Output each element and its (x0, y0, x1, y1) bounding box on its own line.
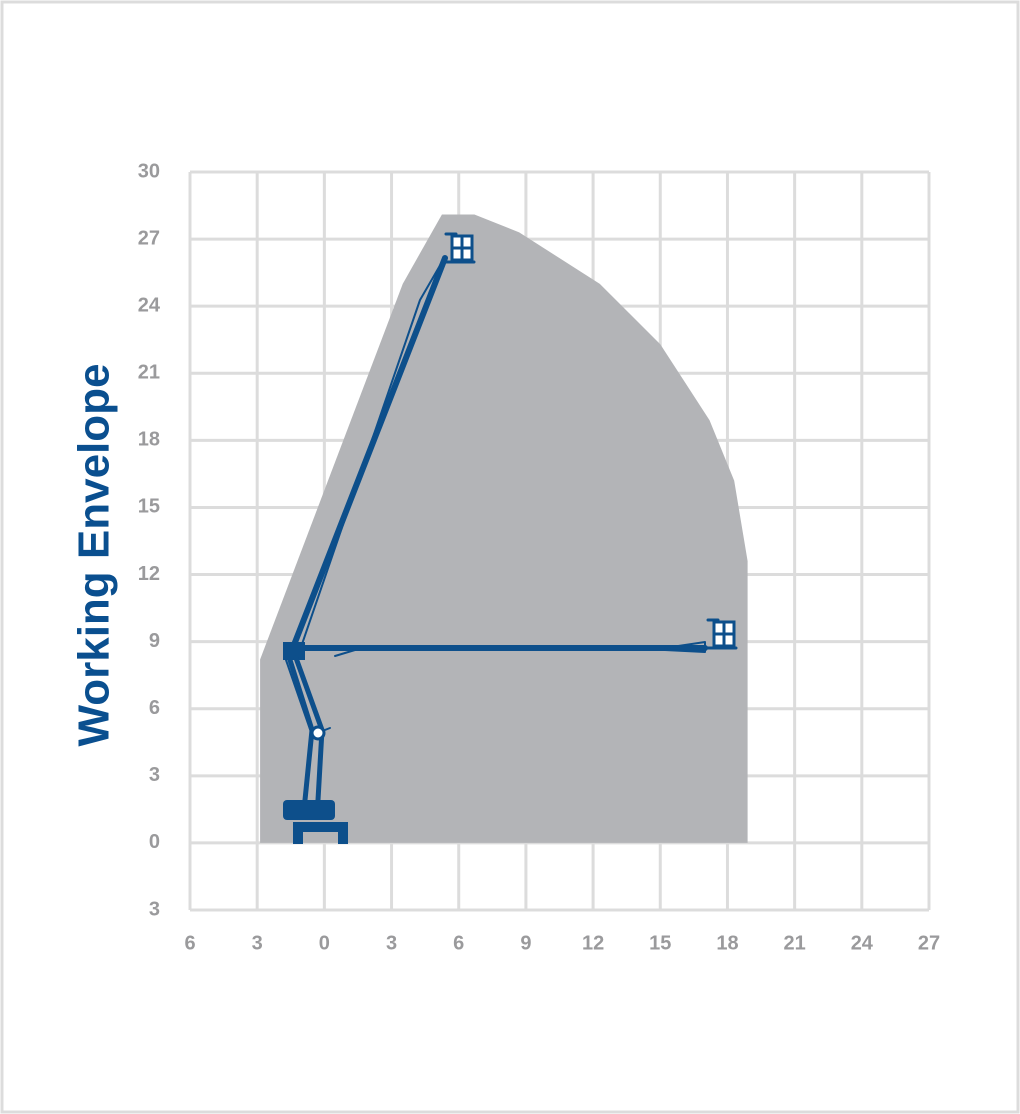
y-tick-label: 27 (138, 227, 160, 249)
x-tick-label: 6 (453, 932, 464, 954)
y-tick-label: 6 (149, 697, 160, 719)
x-tick-label: 3 (386, 932, 397, 954)
plot (188, 170, 931, 912)
x-tick-label: 9 (520, 932, 531, 954)
y-tick-label: 0 (149, 831, 160, 853)
y-tick-label: 15 (138, 496, 160, 518)
y-tick-label: 18 (138, 429, 160, 451)
chart-title: Working Envelope (70, 363, 119, 746)
y-tick-label: 30 (138, 160, 160, 182)
y-tick-label: 12 (138, 563, 160, 585)
y-tick-label: 3 (149, 898, 160, 920)
x-tick-label: 27 (918, 932, 940, 954)
x-tick-label: 0 (319, 932, 330, 954)
x-tick-label: 12 (582, 932, 604, 954)
envelope-area (260, 214, 748, 843)
y-tick-label: 3 (149, 764, 160, 786)
machine-illustration (283, 232, 738, 844)
x-tick-label: 18 (716, 932, 738, 954)
x-tick-label: 3 (252, 932, 263, 954)
x-tick-label: 6 (184, 932, 195, 954)
y-tick-label: 24 (138, 294, 161, 316)
y-tick-label: 21 (138, 362, 160, 384)
x-tick-label: 21 (784, 932, 806, 954)
y-tick-label: 9 (149, 630, 160, 652)
x-tick-label: 24 (851, 932, 874, 954)
x-tick-label: 15 (649, 932, 671, 954)
